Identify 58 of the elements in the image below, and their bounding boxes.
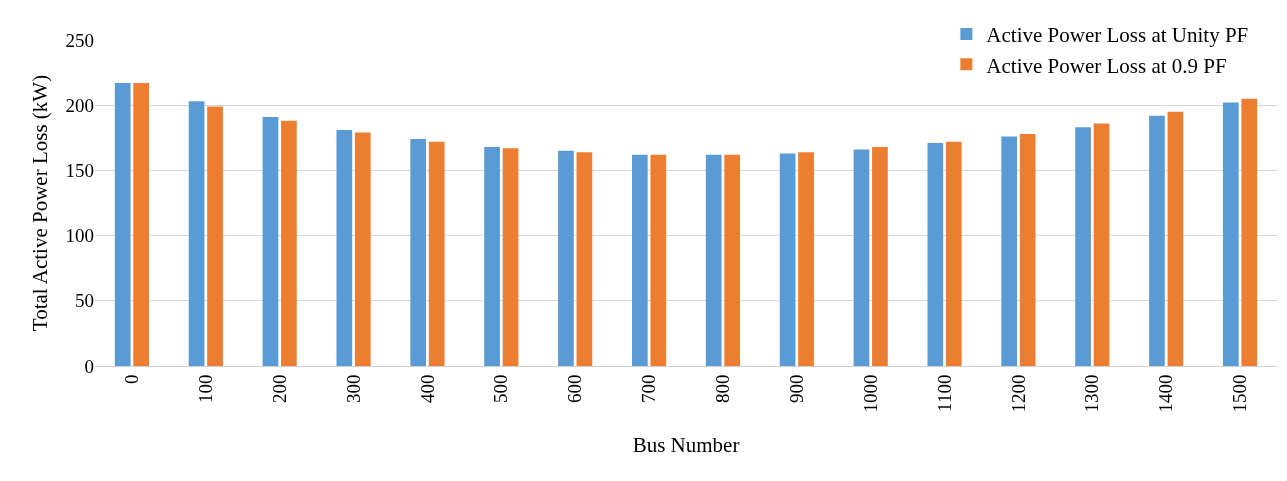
bar — [558, 150, 574, 366]
x-tick-label: 1300 — [1081, 374, 1103, 413]
y-axis-title: Total Active Power Loss (kW) — [27, 74, 52, 332]
x-tick-label: 1500 — [1229, 374, 1251, 413]
bar — [484, 146, 500, 366]
bar — [927, 143, 944, 366]
x-tick-label: 700 — [638, 374, 660, 404]
bar — [114, 83, 131, 366]
x-tick-label: 800 — [712, 374, 734, 404]
bar — [945, 141, 962, 366]
x-tick-label: 200 — [268, 374, 290, 404]
bar — [798, 152, 814, 366]
bar — [705, 154, 722, 366]
bar — [281, 120, 297, 366]
bar — [1075, 127, 1091, 366]
bar — [207, 106, 223, 366]
bar — [1001, 136, 1018, 366]
bar — [779, 153, 796, 366]
x-tick-label: 100 — [194, 374, 216, 404]
x-axis-title: Bus Number — [632, 432, 740, 457]
bar — [872, 146, 888, 366]
bar — [354, 132, 371, 366]
bar — [631, 154, 648, 366]
bar — [724, 154, 741, 366]
x-tick-label: 1400 — [1155, 374, 1177, 413]
legend-label: Active Power Loss at Unity PF — [986, 23, 1249, 48]
bar — [336, 129, 353, 366]
bar — [1093, 123, 1110, 366]
x-tick-label: 900 — [785, 374, 807, 404]
bar — [1019, 133, 1036, 366]
y-tick-label: 150 — [65, 160, 94, 182]
x-tick-label: 1200 — [1007, 374, 1029, 413]
x-tick-label: 600 — [564, 374, 586, 404]
y-tick-label: 250 — [65, 29, 94, 51]
legend-label: Active Power Loss at 0.9 PF — [986, 53, 1227, 78]
bar — [853, 149, 870, 366]
bar — [410, 139, 427, 366]
x-tick-label: 1000 — [859, 374, 881, 413]
bar — [1241, 98, 1258, 366]
x-tick-label: 0 — [121, 374, 143, 385]
x-tick-label: 500 — [490, 374, 512, 404]
y-tick-label: 0 — [84, 355, 94, 377]
bar — [1167, 111, 1184, 366]
bar — [188, 101, 205, 366]
bar — [1222, 102, 1239, 366]
bar — [502, 148, 519, 366]
bar — [262, 116, 279, 366]
y-tick-label: 100 — [65, 225, 94, 247]
bar — [133, 83, 150, 366]
bar — [650, 154, 667, 366]
bar — [1149, 115, 1165, 366]
bar — [428, 141, 445, 366]
bar — [576, 152, 593, 366]
x-tick-label: 300 — [342, 374, 364, 404]
x-tick-label: 400 — [416, 374, 438, 404]
x-tick-label: 1100 — [933, 374, 955, 412]
y-tick-label: 50 — [75, 290, 94, 312]
y-tick-label: 200 — [65, 94, 94, 116]
